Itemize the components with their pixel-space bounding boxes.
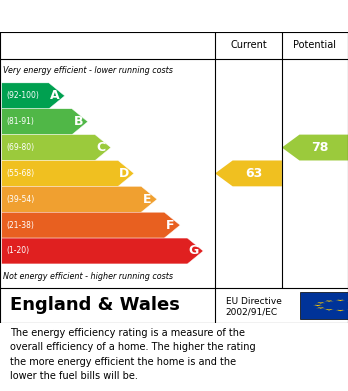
Text: B: B: [73, 115, 83, 128]
Polygon shape: [2, 109, 88, 135]
Text: 78: 78: [311, 141, 329, 154]
Text: The energy efficiency rating is a measure of the
overall efficiency of a home. T: The energy efficiency rating is a measur…: [10, 328, 256, 381]
Bar: [300, 292, 348, 319]
Text: A: A: [50, 89, 60, 102]
Polygon shape: [2, 238, 203, 264]
Text: Current: Current: [230, 40, 267, 50]
Polygon shape: [2, 160, 134, 187]
Text: Not energy efficient - higher running costs: Not energy efficient - higher running co…: [3, 271, 174, 281]
Polygon shape: [313, 305, 323, 306]
Text: G: G: [189, 244, 199, 258]
Polygon shape: [215, 160, 282, 187]
Text: (92-100): (92-100): [6, 91, 39, 100]
Text: (21-38): (21-38): [6, 221, 34, 230]
Polygon shape: [282, 135, 348, 160]
Text: (55-68): (55-68): [6, 169, 34, 178]
Polygon shape: [335, 310, 345, 311]
Polygon shape: [2, 212, 180, 238]
Text: EU Directive: EU Directive: [226, 297, 282, 306]
Polygon shape: [347, 309, 348, 310]
Text: 2002/91/EC: 2002/91/EC: [226, 307, 278, 316]
Polygon shape: [2, 83, 65, 109]
Text: C: C: [97, 141, 106, 154]
Text: 63: 63: [245, 167, 262, 180]
Text: (39-54): (39-54): [6, 195, 34, 204]
Polygon shape: [324, 300, 334, 302]
Polygon shape: [324, 309, 334, 310]
Text: D: D: [119, 167, 129, 180]
Polygon shape: [2, 187, 157, 212]
Text: (1-20): (1-20): [6, 246, 29, 255]
Polygon shape: [316, 307, 326, 309]
Polygon shape: [335, 300, 345, 301]
Text: (81-91): (81-91): [6, 117, 34, 126]
Text: Very energy efficient - lower running costs: Very energy efficient - lower running co…: [3, 66, 173, 75]
Text: F: F: [166, 219, 175, 231]
Polygon shape: [347, 300, 348, 302]
Text: (69-80): (69-80): [6, 143, 34, 152]
Text: England & Wales: England & Wales: [10, 296, 180, 314]
Polygon shape: [316, 302, 326, 304]
Text: Potential: Potential: [293, 40, 337, 50]
Text: E: E: [143, 193, 152, 206]
Text: Energy Efficiency Rating: Energy Efficiency Rating: [10, 7, 239, 25]
Polygon shape: [2, 135, 111, 160]
